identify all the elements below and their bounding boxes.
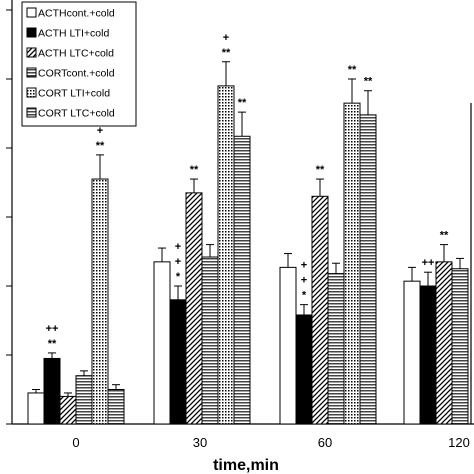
legend-swatch-1 [26, 27, 37, 38]
bar-s0-g1 [153, 261, 171, 425]
significance-mark-6-2: * [302, 290, 307, 302]
significance-mark-0-1: ** [48, 338, 57, 350]
legend-swatch-5 [26, 107, 37, 118]
legend-label-1: ACTH LTI+cold [38, 28, 109, 40]
significance-mark-9-0: ** [364, 76, 373, 88]
significance-mark-0-0: ++ [46, 323, 59, 335]
x-tick-label-2: 60 [318, 435, 332, 450]
significance-mark-2-0: + [175, 241, 181, 253]
x-tick-label-3: 120 [448, 435, 470, 450]
bar-s1-g3 [419, 285, 437, 425]
significance-mark-7-0: ** [316, 164, 325, 176]
significance-mark-10-0: ++ [422, 257, 435, 269]
bar-s4-g1 [217, 85, 235, 425]
bar-s0-g0 [27, 392, 45, 425]
legend-label-2: ACTH LTC+cold [38, 48, 114, 60]
bar-s0-g3 [403, 280, 421, 425]
significance-mark-2-2: * [176, 271, 181, 283]
significance-mark-4-0: + [223, 32, 229, 44]
bar-s3-g2 [327, 273, 345, 425]
bar-s4-g0 [91, 178, 109, 425]
bar-s3-g0 [75, 375, 93, 425]
x-tick-label-1: 30 [193, 435, 207, 450]
bar-s5-g0 [107, 389, 125, 425]
legend-box [21, 1, 137, 127]
significance-mark-6-0: + [301, 260, 307, 272]
significance-mark-4-1: ** [222, 47, 231, 59]
significance-mark-2-1: + [175, 256, 181, 268]
bar-s2-g3 [435, 261, 453, 425]
legend: ACTHcont.+cold ACTH LTI+cold ACTH LTC+cold… [21, 1, 137, 127]
legend-label-5: CORT LTC+cold [38, 108, 115, 120]
significance-mark-8-0: ** [348, 64, 357, 76]
significance-mark-1-0: + [97, 125, 103, 137]
bar-s4-g2 [343, 102, 361, 425]
bar-s2-g0 [59, 395, 77, 425]
significance-mark-11-0: ** [440, 230, 449, 242]
bar-s5-g1 [233, 135, 251, 425]
bar-s3-g1 [201, 256, 219, 425]
legend-label-0: ACTHcont.+cold [38, 8, 115, 20]
bar-s1-g0 [43, 357, 61, 425]
legend-swatch-2 [26, 47, 37, 58]
significance-mark-6-1: + [301, 275, 307, 287]
bar-s2-g2 [311, 195, 329, 425]
significance-mark-5-0: ** [238, 97, 247, 109]
legend-swatch-0 [26, 7, 37, 18]
significance-mark-3-0: ** [190, 164, 199, 176]
bar-s5-g2 [359, 114, 377, 425]
legend-swatch-4 [26, 87, 37, 98]
bar-s1-g1 [169, 299, 187, 425]
bar-s0-g2 [279, 266, 297, 425]
x-tick-label-0: 0 [72, 435, 79, 450]
annotations-layer: ++**+**++***+****++*******++** [46, 32, 449, 350]
significance-mark-1-1: ** [96, 140, 105, 152]
bars-layer [27, 61, 469, 425]
legend-label-4: CORT LTI+cold [38, 88, 110, 100]
legend-swatch-3 [26, 67, 37, 78]
bar-s1-g2 [295, 314, 313, 425]
bar-s3-g3 [451, 268, 469, 425]
x-axis-label: time,min [213, 457, 279, 474]
bar-s2-g1 [185, 192, 203, 425]
legend-label-3: CORTcont.+cold [38, 68, 115, 80]
x-tick-labels: 0 30 60 120 [72, 435, 469, 450]
